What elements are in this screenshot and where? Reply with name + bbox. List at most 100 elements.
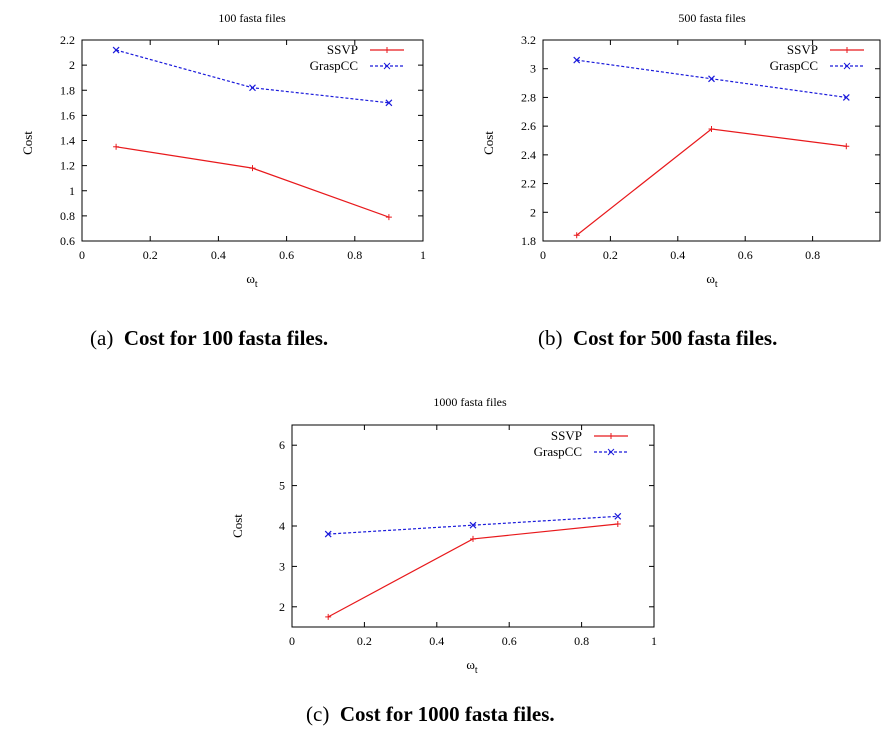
c2-ytick-label: 2.2 [521, 177, 536, 191]
c2-legend-marker [843, 62, 851, 70]
c2-ytick-label: 2.4 [521, 148, 536, 162]
c3-xtick-label: 0.2 [357, 634, 372, 648]
caption-b-text: Cost for 500 fasta files. [573, 326, 778, 350]
c3-series-ssvp-point [325, 613, 332, 620]
marker-stroke [385, 99, 393, 107]
c1-ytick-label: 1.6 [60, 108, 75, 122]
c2-xlabel: ωt [706, 271, 718, 290]
c1-xtick-label: 0 [79, 248, 85, 262]
c2-series-ssvp-point [708, 126, 715, 133]
c1-legend-label-ssvp: SSVP [327, 42, 358, 57]
c3-ytick-label: 3 [279, 559, 285, 573]
c1-series-graspcc-point [249, 84, 256, 92]
c1-series-ssvp-point [249, 165, 256, 172]
marker-stroke [469, 521, 477, 529]
c1-ylabel: Cost [20, 131, 35, 155]
marker-stroke [614, 512, 622, 520]
c1-ytick-label: 0.8 [60, 209, 75, 223]
c1-title: 100 fasta files [218, 11, 286, 25]
caption-b: (b) Cost for 500 fasta files. [538, 326, 777, 351]
c1-series-graspcc-point [112, 46, 120, 54]
c2-xtick-label: 0 [540, 248, 546, 262]
c1-xtick-label: 0.4 [211, 248, 226, 262]
caption-a-text: Cost for 100 fasta files. [123, 326, 329, 350]
chart-3: 1000 fasta files 2 3 4 5 6 0 0.2 0.4 0.6 0.8 1 ωt Cos… [230, 395, 657, 676]
marker-stroke [324, 530, 332, 538]
c3-series-ssvp-point [614, 520, 621, 527]
c2-ytick-label: 2.8 [521, 90, 536, 104]
c2-series-ssvp-point [573, 232, 580, 239]
c3-xtick-label: 0.6 [502, 634, 517, 648]
c1-ytick-label: 1.8 [60, 83, 75, 97]
c1-xtick-label: 0.6 [279, 248, 294, 262]
c1-ytick-label: 0.6 [60, 234, 75, 248]
c1-series-ssvp-point [113, 143, 120, 150]
c2-ytick-label: 1.8 [521, 234, 536, 248]
c2-xtick-label: 0.2 [603, 248, 618, 262]
c3-title: 1000 fasta files [433, 395, 507, 409]
c1-xtick-label: 0.2 [143, 248, 158, 262]
c1-legend-label-graspcc: GraspCC [310, 58, 358, 73]
c2-series-graspcc-point [842, 94, 850, 101]
marker-stroke [708, 75, 715, 83]
c3-series-graspcc-point [614, 512, 622, 520]
c1-ytick-label: 2 [69, 58, 75, 72]
c1-ytick-label: 1 [69, 184, 75, 198]
c3-xtick-label: 0 [289, 634, 295, 648]
c3-xlabel: ωt [466, 657, 478, 676]
caption-b-tag: (b) [538, 326, 563, 350]
c3-ytick-label: 4 [279, 519, 285, 533]
c2-ytick-label: 2 [530, 205, 536, 219]
c3-ytick-label: 5 [279, 479, 285, 493]
c1-legend-marker [383, 62, 391, 70]
c2-ylabel: Cost [481, 131, 496, 155]
caption-c: (c) Cost for 1000 fasta files. [306, 702, 555, 727]
c1-xlabel: ωt [246, 271, 258, 290]
marker-stroke [249, 84, 256, 92]
c1-xtick-label: 0.8 [347, 248, 362, 262]
c1-series-ssvp-line [116, 146, 390, 218]
caption-a-tag: (a) [90, 326, 114, 350]
c3-series-graspcc-point [469, 521, 477, 529]
c3-series-ssvp-point [470, 535, 476, 542]
c2-title: 500 fasta files [678, 11, 746, 25]
c2-series-ssvp-line [576, 128, 847, 236]
c3-xtick-label: 1 [651, 634, 657, 648]
c2-series-graspcc-point [573, 56, 581, 64]
c3-series-graspcc-point [324, 530, 332, 538]
caption-a: (a) Cost for 100 fasta files. [90, 326, 328, 351]
c3-ytick-label: 2 [279, 600, 285, 614]
c1-ytick-label: 1.4 [60, 134, 75, 148]
c3-xtick-label: 0.4 [429, 634, 444, 648]
caption-c-text: Cost for 1000 fasta files. [339, 702, 555, 726]
c2-plot-frame [542, 39, 881, 242]
c3-legend-label-graspcc: GraspCC [534, 444, 582, 459]
c2-ytick-label: 2.6 [521, 119, 536, 133]
c1-ytick-label: 2.2 [60, 33, 75, 47]
c2-xtick-label: 0.6 [738, 248, 753, 262]
c1-xtick-label: 1 [420, 248, 426, 262]
c3-legend-label-ssvp: SSVP [551, 428, 582, 443]
c3-legend-marker [607, 448, 615, 456]
c2-series-ssvp-point [843, 143, 850, 150]
caption-c-tag: (c) [306, 702, 330, 726]
marker-stroke [573, 56, 581, 64]
c1-ytick-label: 1.2 [60, 159, 75, 173]
c2-series-graspcc-point [708, 75, 715, 83]
c2-ytick-label: 3.2 [521, 33, 536, 47]
c2-xtick-label: 0.8 [805, 248, 820, 262]
c2-ytick-label: 3 [530, 62, 536, 76]
c3-ytick-label: 6 [279, 438, 285, 452]
c1-series-graspcc-point [385, 99, 393, 107]
c2-legend-label-ssvp: SSVP [787, 42, 818, 57]
c2-xtick-label: 0.4 [670, 248, 685, 262]
c2-legend-label-graspcc: GraspCC [770, 58, 818, 73]
c3-ylabel: Cost [230, 514, 245, 538]
c1-series-ssvp-point [385, 214, 392, 221]
marker-stroke [112, 46, 120, 54]
marker-stroke [842, 94, 850, 101]
c3-xtick-label: 0.8 [574, 634, 589, 648]
chart-2: 500 fasta files 1.8 2 2.2 2.4 2.6 2.8 3 3.2 0 0.2 0… [481, 11, 881, 290]
